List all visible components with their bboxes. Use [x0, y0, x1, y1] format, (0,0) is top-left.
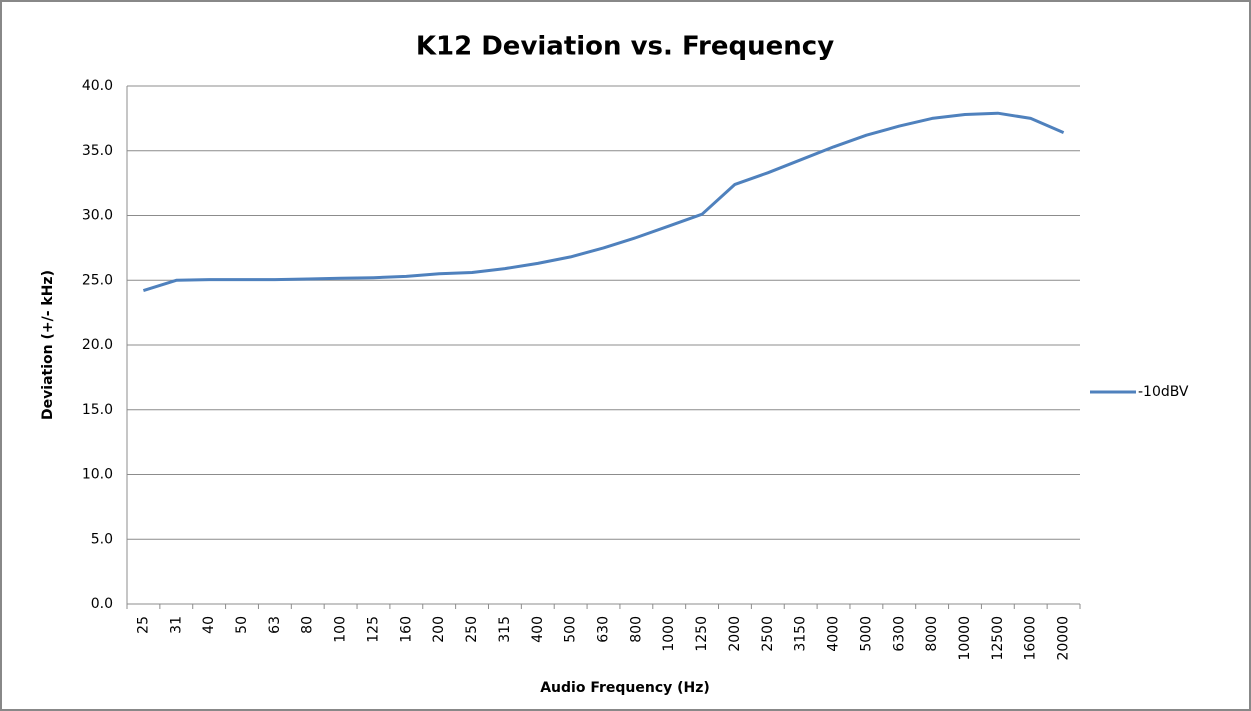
- y-tick-label: 10.0: [82, 467, 113, 483]
- y-tick-label: 30.0: [82, 208, 113, 224]
- x-tick-label: 16000: [1023, 616, 1039, 661]
- x-axis-title: Audio Frequency (Hz): [540, 680, 710, 696]
- series-line: [142, 111, 1065, 293]
- x-tick-label: 80: [300, 616, 316, 634]
- y-axis-title: Deviation (+/- kHz): [40, 270, 56, 420]
- legend-label: -10dBV: [1138, 384, 1189, 400]
- x-tick-label: 250: [464, 616, 480, 643]
- x-tick-label: 8000: [924, 616, 940, 652]
- x-tick-label: 200: [431, 616, 447, 643]
- x-tick-label: 100: [333, 616, 349, 643]
- x-tick-label: 500: [563, 616, 579, 643]
- x-tick-label: 50: [234, 616, 250, 634]
- y-tick-label: 20.0: [82, 337, 113, 353]
- x-tick-label: 1250: [694, 616, 710, 652]
- y-tick-label: 0.0: [91, 596, 113, 612]
- x-tick-label: 3150: [793, 616, 809, 652]
- x-tick-label: 5000: [858, 616, 874, 652]
- chart-title: K12 Deviation vs. Frequency: [416, 32, 834, 62]
- x-tick-label: 800: [628, 616, 644, 643]
- x-tick-label: 315: [497, 616, 513, 643]
- y-tick-label: 35.0: [82, 143, 113, 159]
- x-tick-label: 2000: [727, 616, 743, 652]
- x-tick-label: 4000: [826, 616, 842, 652]
- x-tick-label: 2500: [760, 616, 776, 652]
- y-tick-label: 15.0: [82, 402, 113, 418]
- x-tick-label: 6300: [891, 616, 907, 652]
- x-tick-label: 630: [596, 616, 612, 643]
- x-tick-label: 12500: [990, 616, 1006, 661]
- x-tick-label: 63: [267, 616, 283, 634]
- x-tick-label: 400: [530, 616, 546, 643]
- x-tick-label: 125: [365, 616, 381, 643]
- x-tick-label: 20000: [1056, 616, 1072, 661]
- x-tick-label: 25: [135, 616, 151, 634]
- y-tick-label: 40.0: [82, 78, 113, 94]
- x-tick-label: 10000: [957, 616, 973, 661]
- x-tick-label: 160: [398, 616, 414, 643]
- x-tick-label: 1000: [661, 616, 677, 652]
- y-tick-label: 5.0: [91, 531, 113, 547]
- x-tick-label: 31: [168, 616, 184, 634]
- x-tick-label: 40: [201, 616, 217, 634]
- y-tick-label: 25.0: [82, 272, 113, 288]
